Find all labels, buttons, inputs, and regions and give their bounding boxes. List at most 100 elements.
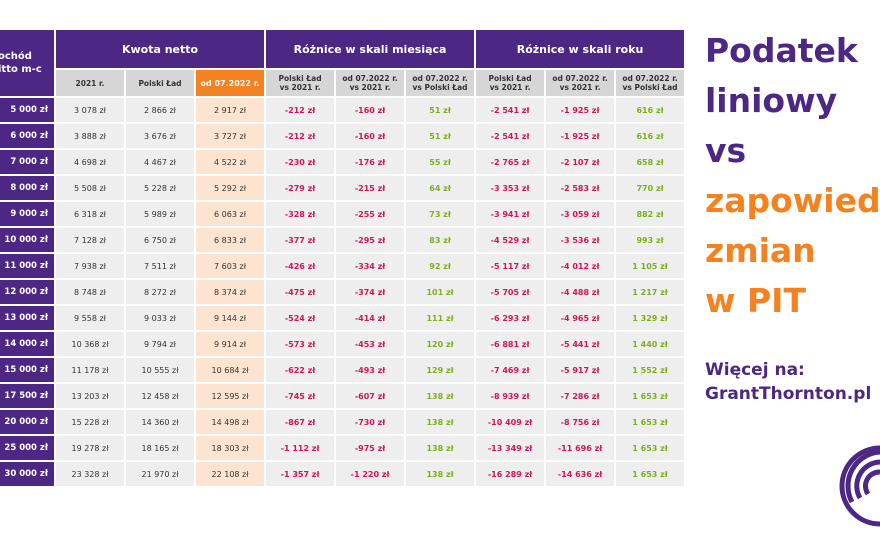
value-text: 8 272 zł bbox=[144, 287, 176, 297]
value-text: 2 917 zł bbox=[214, 105, 246, 115]
value-text: 92 zł bbox=[429, 261, 451, 271]
value-text: -1 112 zł bbox=[280, 443, 320, 453]
value-cell: -4 488 zł bbox=[546, 280, 615, 304]
value-text: -328 zł bbox=[284, 209, 316, 219]
value-cell: 10 555 zł bbox=[126, 358, 194, 382]
value-cell: 64 zł bbox=[406, 176, 475, 200]
value-text: -255 zł bbox=[354, 209, 386, 219]
value-text: 64 zł bbox=[429, 183, 451, 193]
value-text: 6 318 zł bbox=[74, 209, 106, 219]
value-text: 5 228 zł bbox=[144, 183, 176, 193]
income-cell: 17 500 zł bbox=[0, 384, 54, 408]
value-text: 7 938 zł bbox=[74, 261, 106, 271]
table-row: 9 000 zł 6 318 zł 5 989 zł 6 063 zł -328 zł -… bbox=[0, 202, 685, 226]
value-text: -2 541 zł bbox=[490, 131, 530, 141]
value-text: -622 zł bbox=[284, 365, 316, 375]
value-text: 73 zł bbox=[429, 209, 451, 219]
value-cell: 5 508 zł bbox=[56, 176, 124, 200]
value-cell: -295 zł bbox=[336, 228, 405, 252]
value-text: -3 536 zł bbox=[560, 235, 600, 245]
value-cell: 10 368 zł bbox=[56, 332, 124, 356]
value-cell: -2 541 zł bbox=[476, 98, 545, 122]
value-cell: 658 zł bbox=[616, 150, 685, 174]
side-title-line: Podatek bbox=[705, 31, 858, 70]
value-text: 993 zł bbox=[636, 235, 664, 245]
value-cell: -414 zł bbox=[336, 306, 405, 330]
value-text: -7 286 zł bbox=[560, 391, 600, 401]
value-cell: -13 349 zł bbox=[476, 436, 545, 460]
subheader-cell: Polski Ład vs 2021 r. bbox=[476, 70, 545, 96]
value-cell: -6 881 zł bbox=[476, 332, 545, 356]
value-cell: 138 zł bbox=[406, 436, 475, 460]
value-cell: 3 078 zł bbox=[56, 98, 124, 122]
value-text: 7 128 zł bbox=[74, 235, 106, 245]
value-cell: -14 636 zł bbox=[546, 462, 615, 486]
value-text: -1 357 zł bbox=[280, 469, 320, 479]
monthly-diff-group-header: Różnice w skali miesiąca bbox=[266, 30, 475, 68]
value-text: 882 zł bbox=[636, 209, 664, 219]
value-cell: 5 228 zł bbox=[126, 176, 194, 200]
value-text: 7 511 zł bbox=[144, 261, 176, 271]
value-text: -2 765 zł bbox=[490, 157, 530, 167]
value-text: 11 178 zł bbox=[71, 365, 109, 375]
value-text: 14 360 zł bbox=[141, 417, 179, 427]
grant-thornton-link[interactable]: GrantThornton.pl bbox=[705, 384, 872, 404]
value-text: 9 144 zł bbox=[214, 313, 246, 323]
value-text: -160 zł bbox=[354, 105, 386, 115]
more-info-label: Więcej na: bbox=[705, 360, 805, 380]
value-cell: 18 165 zł bbox=[126, 436, 194, 460]
value-cell: -622 zł bbox=[266, 358, 335, 382]
value-cell: 1 552 zł bbox=[616, 358, 685, 382]
value-cell: -10 409 zł bbox=[476, 410, 545, 434]
value-cell: -4 965 zł bbox=[546, 306, 615, 330]
value-cell: -4 012 zł bbox=[546, 254, 615, 278]
income-cell: 15 000 zł bbox=[0, 358, 54, 382]
value-cell: 11 178 zł bbox=[56, 358, 124, 382]
value-text: -730 zł bbox=[354, 417, 386, 427]
value-cell: 7 511 zł bbox=[126, 254, 194, 278]
value-text: 1 329 zł bbox=[632, 313, 668, 323]
subheader-cell: od 07.2022 r. vs 2021 r. bbox=[336, 70, 405, 96]
value-cell: -730 zł bbox=[336, 410, 405, 434]
table-row: 10 000 zł 7 128 zł 6 750 zł 6 833 zł -377 zł… bbox=[0, 228, 685, 252]
value-cell: 7 128 zł bbox=[56, 228, 124, 252]
value-text: -2 541 zł bbox=[490, 105, 530, 115]
side-title-line: zapowied bbox=[705, 181, 880, 220]
value-text: -3 353 zł bbox=[490, 183, 530, 193]
value-text: 5 292 zł bbox=[214, 183, 246, 193]
value-text: 3 888 zł bbox=[74, 131, 106, 141]
value-text: 1 653 zł bbox=[632, 417, 668, 427]
value-text: -6 293 zł bbox=[490, 313, 530, 323]
value-cell: 101 zł bbox=[406, 280, 475, 304]
side-title-line: w PIT bbox=[705, 281, 806, 320]
value-cell: 51 zł bbox=[406, 98, 475, 122]
value-text: -426 zł bbox=[284, 261, 316, 271]
value-cell: -11 696 zł bbox=[546, 436, 615, 460]
value-cell: 7 938 zł bbox=[56, 254, 124, 278]
income-cell: 5 000 zł bbox=[0, 98, 54, 122]
value-cell: 1 653 zł bbox=[616, 410, 685, 434]
value-cell: -745 zł bbox=[266, 384, 335, 408]
value-cell: 18 303 zł bbox=[196, 436, 265, 460]
table-row: 5 000 zł 3 078 zł 2 866 zł 2 917 zł -212 zł -… bbox=[0, 98, 685, 122]
value-text: 6 833 zł bbox=[214, 235, 246, 245]
value-text: 4 698 zł bbox=[74, 157, 106, 167]
value-text: 15 228 zł bbox=[71, 417, 109, 427]
value-cell: -6 293 zł bbox=[476, 306, 545, 330]
pit-comparison-table-wrap: ochód itto m-c Kwota netto Różnice w ska… bbox=[0, 28, 686, 488]
value-cell: -1 925 zł bbox=[546, 98, 615, 122]
value-text: -334 zł bbox=[354, 261, 386, 271]
value-cell: -2 765 zł bbox=[476, 150, 545, 174]
value-cell: -176 zł bbox=[336, 150, 405, 174]
value-text: 1 552 zł bbox=[632, 365, 668, 375]
income-cell: 9 000 zł bbox=[0, 202, 54, 226]
value-cell: -475 zł bbox=[266, 280, 335, 304]
value-text: -279 zł bbox=[284, 183, 316, 193]
value-cell: -5 441 zł bbox=[546, 332, 615, 356]
value-text: 12 458 zł bbox=[141, 391, 179, 401]
value-text: 19 278 zł bbox=[71, 443, 109, 453]
value-text: 8 374 zł bbox=[214, 287, 246, 297]
value-cell: -453 zł bbox=[336, 332, 405, 356]
value-text: -10 409 zł bbox=[487, 417, 533, 427]
value-cell: 6 318 zł bbox=[56, 202, 124, 226]
